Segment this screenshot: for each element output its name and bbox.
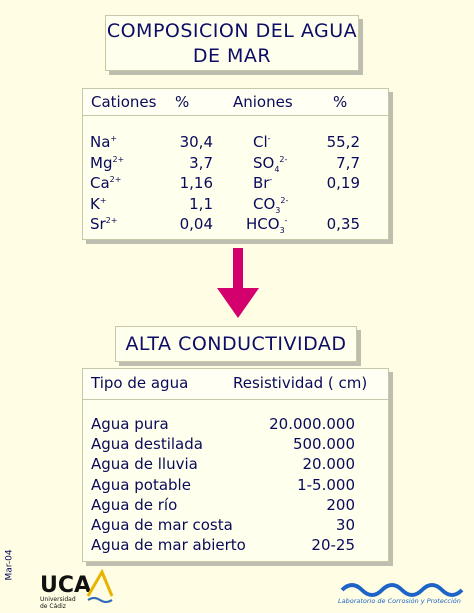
ion-charge: 2- bbox=[279, 154, 288, 164]
ion-symbol: HCO bbox=[246, 215, 280, 233]
resistivity-value: 500.000 bbox=[292, 435, 355, 454]
uca-logo: UCA Universidad de Cádiz bbox=[40, 568, 114, 610]
logo-text: UCA bbox=[40, 573, 91, 598]
composition-table: Cationes% Aniones% Na+ 30,4 Cl- 55,2 Mg2+ 3,7 SO… bbox=[82, 88, 389, 240]
ion: Sr2+ bbox=[90, 215, 118, 233]
water-type: Agua destilada bbox=[91, 435, 203, 454]
water-type: Agua de mar abierto bbox=[91, 536, 246, 555]
ion-symbol: Na bbox=[90, 133, 111, 151]
header-cell: Cationes bbox=[91, 93, 157, 111]
ion-symbol: SO bbox=[253, 153, 275, 172]
ion: Cl- bbox=[253, 133, 271, 151]
ion-symbol: Sr bbox=[90, 215, 106, 233]
ion-charge: 2+ bbox=[112, 154, 125, 164]
ion: Na+ bbox=[90, 133, 117, 151]
header-cell: % bbox=[333, 93, 348, 111]
cation-percent: 1,16 bbox=[179, 174, 213, 192]
university: Universidad bbox=[40, 596, 76, 603]
date: Mar-04 bbox=[4, 549, 15, 581]
ion-charge: + bbox=[110, 134, 118, 143]
resistivity-value: 20.000 bbox=[302, 455, 356, 474]
cation-percent: 1,1 bbox=[189, 194, 213, 213]
resistivity-table: Tipo de agua Resistividad ( cm) Agua pura 2… bbox=[82, 368, 389, 562]
ion-charge: + bbox=[99, 195, 107, 205]
ion-subscript: 4 bbox=[274, 164, 280, 174]
university: de Cádiz bbox=[40, 603, 66, 610]
ion-charge: - bbox=[267, 134, 271, 143]
resistivity-value: 20-25 bbox=[311, 536, 355, 555]
header-cell: Tipo de agua bbox=[91, 374, 189, 392]
table-header bbox=[83, 369, 388, 400]
resistivity-value: 30 bbox=[335, 516, 355, 534]
water-type: Agua de mar costa bbox=[91, 516, 233, 534]
header-cell: % bbox=[175, 93, 190, 111]
ion: K+ bbox=[90, 195, 107, 213]
subtitle-box: ALTA CONDUCTIVIDAD bbox=[115, 326, 357, 362]
table-header bbox=[83, 89, 388, 116]
ion: Ca2+ bbox=[90, 174, 121, 192]
anion-percent: 0,35 bbox=[326, 215, 360, 233]
anion-percent: 0,19 bbox=[326, 174, 360, 192]
ion-charge: 2+ bbox=[109, 175, 122, 184]
ion-symbol: Cl bbox=[253, 133, 268, 151]
water-type: Agua de lluvia bbox=[91, 455, 198, 474]
title-line: COMPOSICION DEL AGUA bbox=[106, 20, 358, 42]
lab-logo: Laboratorio de Corrosión y Protección bbox=[338, 583, 464, 605]
arrow bbox=[217, 248, 259, 318]
lab-name: Laboratorio de Corrosión y Protección bbox=[338, 597, 461, 605]
subtitle: ALTA CONDUCTIVIDAD bbox=[125, 333, 347, 355]
ion: Br- bbox=[253, 174, 272, 192]
anion-percent: 7,7 bbox=[336, 153, 360, 172]
ion: Mg2+ bbox=[90, 154, 124, 172]
ion-subscript: 3 bbox=[279, 226, 285, 235]
ion-symbol: CO bbox=[253, 194, 276, 213]
ion-charge: - bbox=[269, 175, 273, 184]
resistivity-value: 20.000.000 bbox=[269, 415, 355, 433]
ion: HCO3- bbox=[246, 215, 288, 235]
cation-percent: 30,4 bbox=[179, 133, 213, 151]
ion-charge: - bbox=[284, 216, 288, 225]
ion-symbol: Ca bbox=[90, 174, 110, 192]
header-cell: Aniones bbox=[233, 93, 293, 111]
title-line: DE MAR bbox=[192, 45, 272, 67]
ion-symbol: K bbox=[90, 194, 100, 213]
anion-percent: 55,2 bbox=[326, 133, 360, 151]
ion: CO32- bbox=[253, 195, 288, 215]
ion-symbol: Mg bbox=[90, 153, 113, 172]
ion-charge: 2+ bbox=[105, 216, 118, 225]
resistivity-value: 1-5.000 bbox=[297, 475, 355, 494]
resistivity-value: 200 bbox=[326, 495, 355, 514]
water-type: Agua pura bbox=[91, 415, 169, 433]
water-type: Agua de río bbox=[91, 495, 178, 514]
cation-percent: 0,04 bbox=[179, 215, 213, 233]
ion-subscript: 3 bbox=[275, 205, 281, 215]
ion-charge: 2- bbox=[280, 195, 289, 205]
ion: SO42- bbox=[253, 154, 287, 174]
title-box: COMPOSICION DEL AGUA DE MAR bbox=[105, 15, 359, 71]
water-type: Agua potable bbox=[91, 475, 191, 494]
cation-percent: 3,7 bbox=[189, 153, 213, 172]
header-cell: Resistividad ( cm) bbox=[233, 374, 368, 392]
ion-symbol: Br bbox=[253, 174, 270, 192]
